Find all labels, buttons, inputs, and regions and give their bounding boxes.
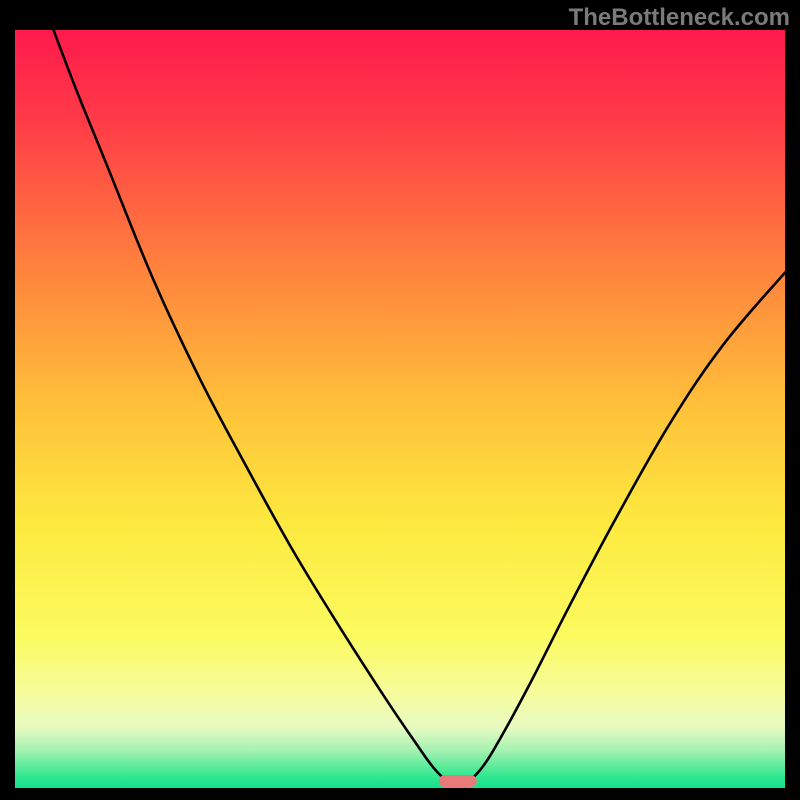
plot-area <box>15 30 785 788</box>
watermark-text: TheBottleneck.com <box>569 4 790 32</box>
bottleneck-curve <box>15 30 785 788</box>
bottleneck-marker <box>439 775 478 787</box>
curve-path <box>54 30 786 784</box>
